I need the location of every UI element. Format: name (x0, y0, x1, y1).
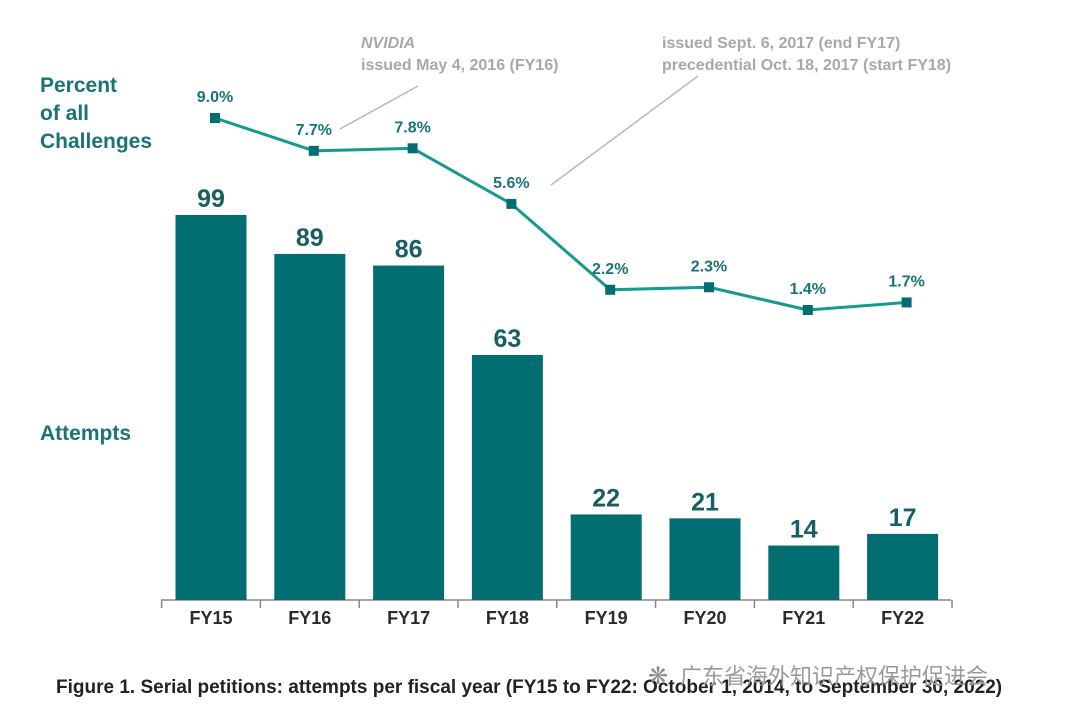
line-series-label-2: of all (40, 102, 89, 125)
bar-fy15 (175, 215, 247, 600)
bar-value-label: 21 (691, 488, 719, 516)
percent-value-label: 1.4% (790, 281, 826, 298)
bars (175, 215, 939, 600)
bar-fy20 (669, 518, 741, 600)
percent-value-label: 7.7% (296, 122, 332, 139)
annotation-leader-nvidia (339, 85, 419, 130)
bar-value-label: 86 (395, 236, 423, 264)
percent-point-fy22 (901, 297, 912, 308)
bar-fy19 (570, 514, 642, 600)
line-series-label-1: Percent (40, 74, 117, 97)
x-tick-label: FY21 (782, 608, 825, 628)
percent-point-fy19 (605, 284, 616, 295)
percent-point-fy20 (704, 282, 714, 293)
annotation-issued-date: issued Sept. 6, 2017 (end FY17) (662, 35, 900, 52)
percent-value-label: 1.7% (888, 273, 924, 290)
bar-value-label: 14 (790, 516, 818, 544)
annotation-leader-precedential (550, 75, 699, 186)
annotation-nvidia-date: issued May 4, 2016 (FY16) (361, 57, 558, 74)
percent-series-line (214, 116, 907, 312)
bar-series-label: Attempts (40, 422, 131, 445)
x-tick-label: FY15 (189, 608, 232, 628)
figure-caption: Figure 1. Serial petitions: attempts per… (56, 677, 1002, 698)
x-tick-label: FY22 (881, 608, 924, 628)
bar-value-label: 89 (296, 224, 324, 252)
annotation-nvidia-title: NVIDIA (361, 35, 415, 52)
watermark-text: 广东省海外知识产权保护促进会 (680, 665, 988, 690)
watermark-logo-icon: ❋ (648, 662, 668, 690)
bar-fy18 (471, 355, 543, 600)
percent-point-fy21 (802, 305, 813, 315)
percent-value-label: 2.2% (592, 261, 628, 278)
percent-value-label: 5.6% (493, 175, 529, 192)
x-tick-label: FY19 (585, 608, 628, 628)
x-tick-label: FY18 (486, 608, 529, 628)
data-labels: 99 FY15 89 FY16 86 FY17 63 FY18 22 FY19 21 FY20 14 FY… (189, 89, 924, 628)
x-tick-label: FY20 (683, 608, 726, 628)
percent-value-label: 9.0% (197, 89, 233, 106)
bar-fy16 (274, 253, 346, 600)
bar-value-label: 63 (493, 325, 521, 353)
x-axis (160, 599, 953, 608)
percent-point-fy15 (210, 113, 220, 123)
bar-value-label: 17 (889, 504, 917, 532)
percent-point-fy17 (407, 143, 418, 154)
x-tick-label: FY17 (387, 608, 430, 628)
percent-line (210, 113, 912, 315)
bar-value-label: 99 (197, 185, 225, 213)
bar-value-label: 22 (592, 484, 620, 512)
bar-fy17 (373, 265, 445, 600)
annotation-precedential-date: precedential Oct. 18, 2017 (start FY18) (662, 57, 951, 74)
percent-value-label: 2.3% (691, 258, 727, 275)
bar-fy21 (768, 545, 840, 600)
x-tick-label: FY16 (288, 608, 331, 628)
percent-value-label: 7.8% (394, 119, 430, 136)
percent-point-fy16 (308, 145, 319, 156)
line-series-label-3: Challenges (40, 130, 152, 153)
bar-fy22 (867, 533, 939, 600)
percent-point-fy18 (506, 198, 517, 209)
